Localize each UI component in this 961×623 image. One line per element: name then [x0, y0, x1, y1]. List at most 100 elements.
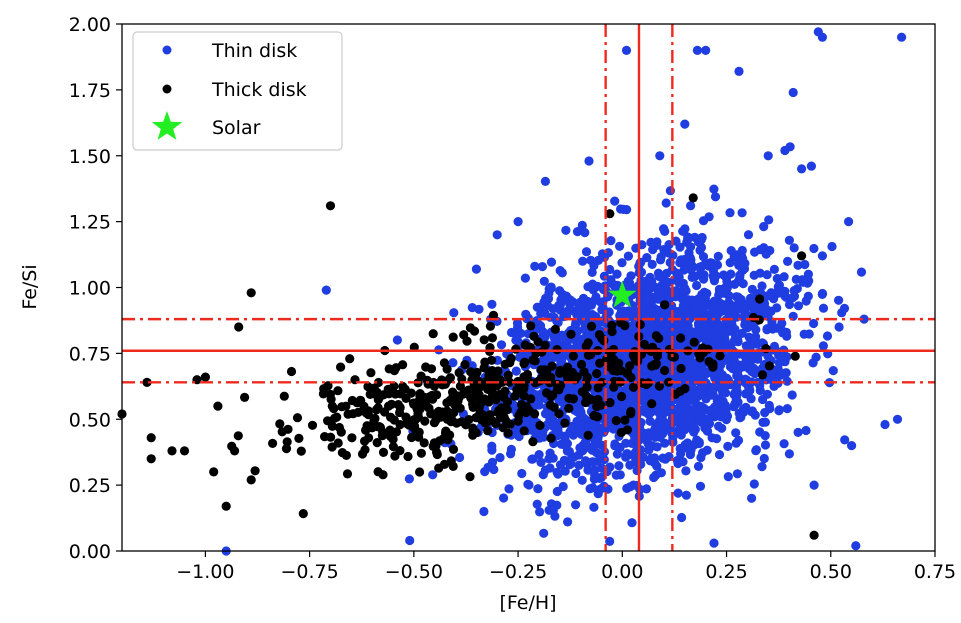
data-point	[487, 457, 498, 467]
data-point	[678, 226, 688, 236]
data-point	[336, 362, 346, 372]
data-point	[609, 382, 619, 392]
data-point	[564, 446, 575, 457]
data-point	[709, 184, 719, 194]
data-point	[445, 373, 455, 383]
data-point	[296, 446, 306, 456]
data-point	[693, 461, 704, 471]
data-point	[681, 490, 692, 500]
data-point	[629, 304, 639, 314]
data-point	[563, 517, 573, 527]
data-point	[405, 535, 415, 546]
data-point	[678, 285, 689, 295]
data-point	[659, 326, 669, 337]
data-point	[487, 391, 498, 401]
data-point	[694, 438, 704, 449]
data-point	[572, 407, 583, 417]
data-point	[779, 287, 789, 297]
data-point	[571, 468, 581, 479]
data-point	[847, 441, 857, 451]
data-point	[834, 322, 844, 332]
data-point	[230, 446, 240, 456]
data-point	[723, 441, 733, 451]
data-point	[448, 358, 458, 368]
data-point	[428, 329, 438, 339]
data-point	[731, 292, 742, 302]
data-point	[378, 447, 389, 457]
data-point	[709, 402, 720, 412]
data-point	[683, 321, 693, 331]
data-point	[859, 314, 869, 324]
data-point	[658, 273, 668, 283]
data-point	[581, 341, 591, 351]
legend-marker-solar	[151, 111, 183, 140]
data-point	[282, 437, 292, 447]
data-point	[548, 390, 558, 400]
data-point	[609, 355, 619, 365]
data-point	[673, 488, 683, 498]
data-point	[684, 413, 694, 423]
data-point	[517, 400, 527, 410]
data-point	[520, 273, 531, 283]
data-point	[817, 289, 827, 299]
data-point	[714, 327, 725, 337]
reference-lines	[122, 24, 935, 551]
data-point	[357, 449, 368, 459]
data-point	[623, 251, 634, 261]
data-point	[434, 406, 444, 416]
data-point	[533, 337, 543, 347]
data-point	[563, 362, 573, 372]
data-point	[660, 300, 670, 310]
data-point	[448, 332, 458, 342]
data-point	[595, 358, 605, 368]
x-axis-label: [Fe/H]	[499, 592, 556, 614]
data-point	[638, 279, 648, 289]
data-point	[333, 386, 343, 396]
data-point	[496, 340, 507, 350]
data-point	[545, 400, 556, 410]
y-tick-label: 0.75	[69, 343, 111, 365]
data-point	[730, 324, 740, 334]
data-point	[755, 294, 765, 304]
data-point	[499, 392, 509, 402]
data-point	[625, 460, 635, 470]
x-tick-label: 0.50	[810, 561, 852, 583]
data-point	[536, 365, 546, 375]
legend-label-thick-disk: Thick disk	[211, 79, 307, 101]
data-point	[725, 258, 735, 268]
data-point	[469, 326, 480, 336]
data-point	[593, 383, 603, 393]
data-point	[651, 331, 661, 341]
data-point	[738, 254, 748, 264]
data-point	[687, 440, 697, 450]
data-point	[407, 432, 417, 443]
data-point	[723, 344, 734, 354]
data-point	[602, 419, 612, 429]
data-point	[373, 467, 383, 477]
data-point	[671, 236, 681, 246]
data-point	[647, 259, 657, 269]
data-point	[592, 412, 603, 422]
data-point	[772, 303, 782, 313]
data-point	[575, 420, 585, 430]
x-tick-label: 0.75	[914, 561, 956, 583]
data-point	[372, 438, 382, 448]
data-point	[772, 287, 782, 297]
data-point	[643, 439, 653, 449]
data-point	[548, 505, 558, 515]
data-point	[700, 405, 710, 415]
data-point	[655, 151, 665, 161]
legend-marker-thin-disk	[162, 45, 172, 55]
data-point	[413, 409, 423, 419]
data-point	[797, 164, 807, 174]
data-point	[664, 404, 674, 414]
data-point	[704, 212, 714, 222]
data-point	[788, 87, 798, 98]
data-point	[626, 406, 636, 417]
data-point	[698, 252, 709, 262]
data-point	[557, 268, 567, 278]
data-point	[606, 236, 616, 246]
data-point	[735, 413, 745, 423]
x-tick-label: −0.25	[489, 561, 547, 583]
data-point	[652, 442, 662, 452]
